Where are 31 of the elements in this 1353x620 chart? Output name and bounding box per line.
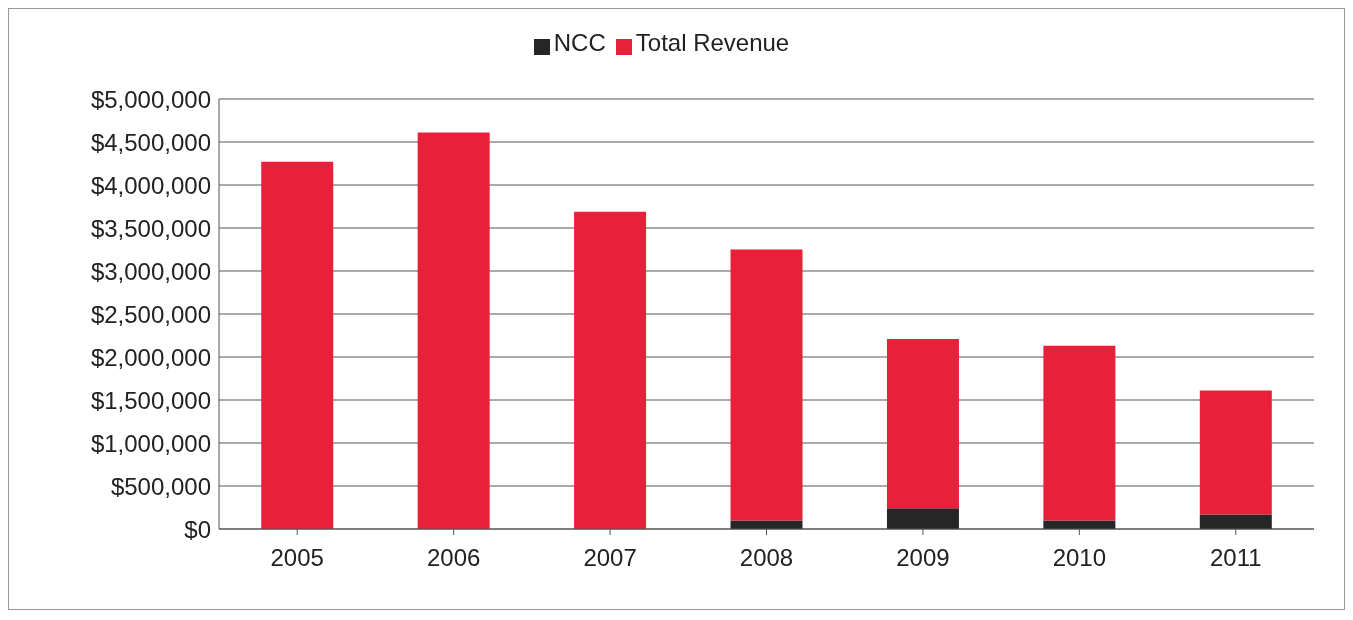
x-tick-label: 2010 [1052,544,1107,572]
bar [886,338,959,509]
y-tick-label: $0 [184,515,211,543]
legend-label: NCC [553,29,606,56]
bar [1043,345,1116,521]
x-tick-label: 2011 [1209,544,1262,572]
x-tick-label: 2008 [739,544,794,572]
x-tick-label: 2009 [896,544,950,572]
bar [730,520,803,529]
bar [1199,390,1272,515]
y-tick-label: $5,000,000 [90,85,211,113]
y-tick-label: $2,500,000 [90,300,211,328]
bar [1043,520,1116,529]
x-tick-label: 2005 [270,544,324,572]
bar [417,132,490,529]
bar [574,211,647,529]
bar [886,508,959,529]
y-tick-label: $3,000,000 [90,257,211,285]
bar [261,161,334,529]
bar [1199,514,1272,529]
y-tick-label: $2,000,000 [90,343,211,371]
x-tick-label: 2006 [426,544,481,572]
x-tick-label: 2007 [583,544,637,572]
y-tick-label: $1,500,000 [90,386,211,414]
y-tick-label: $4,000,000 [90,171,211,199]
y-tick-label: $4,500,000 [90,128,211,156]
legend-label: Total Revenue [635,29,790,56]
y-tick-label: $1,000,000 [90,429,211,457]
y-tick-label: $500,000 [110,472,211,500]
bar [730,249,803,521]
y-tick-label: $3,500,000 [90,214,211,242]
